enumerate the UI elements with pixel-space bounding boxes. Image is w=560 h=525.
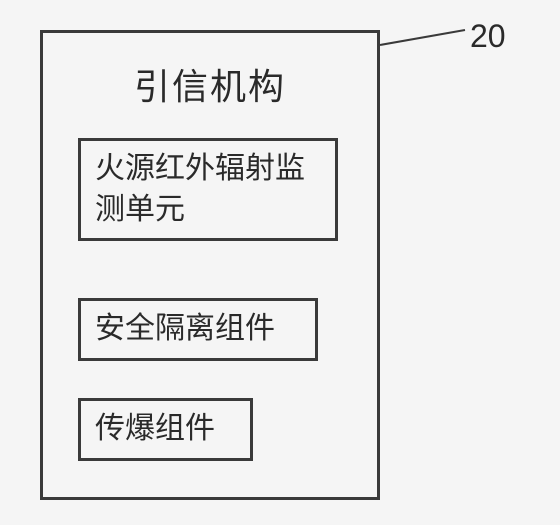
fuze-mechanism-container: 引信机构 火源红外辐射监测单元 安全隔离组件 传爆组件 (40, 30, 380, 500)
box3-label: 传爆组件 (95, 412, 215, 445)
container-title: 引信机构 (43, 58, 377, 110)
reference-number-label: 20 (470, 18, 506, 55)
safety-isolation-component-box: 安全隔离组件 (78, 298, 318, 361)
detonation-component-box: 传爆组件 (78, 398, 253, 461)
box2-label: 安全隔离组件 (95, 312, 275, 345)
infrared-monitoring-unit-box: 火源红外辐射监测单元 (78, 138, 338, 241)
leader-line (380, 30, 465, 45)
box1-label: 火源红外辐射监测单元 (95, 152, 305, 226)
